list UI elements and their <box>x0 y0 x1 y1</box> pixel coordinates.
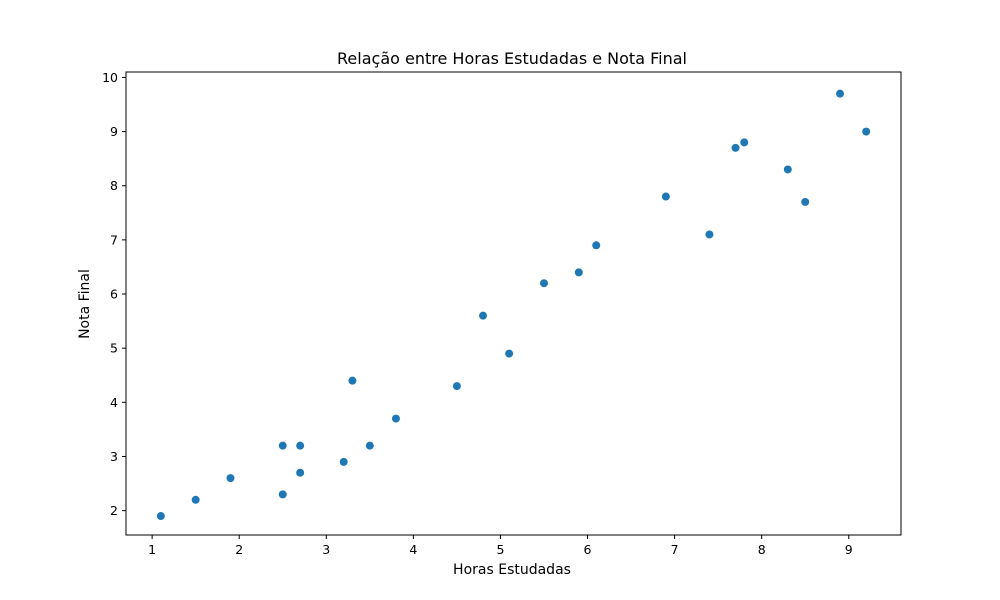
data-point <box>296 441 305 450</box>
data-point <box>801 197 810 206</box>
x-tick-label: 8 <box>758 542 766 557</box>
x-tick-label: 4 <box>409 542 417 557</box>
data-point <box>705 230 714 239</box>
data-point <box>862 127 871 136</box>
data-point <box>574 268 583 277</box>
data-point <box>661 192 670 201</box>
y-tick-label: 6 <box>110 287 118 302</box>
y-tick-label: 10 <box>102 70 118 85</box>
data-point <box>278 441 287 450</box>
data-point <box>505 349 514 358</box>
y-axis-label: Nota Final <box>77 269 93 339</box>
data-point <box>731 143 740 152</box>
data-point <box>348 376 357 385</box>
y-tick-label: 5 <box>110 341 118 356</box>
y-tick-label: 2 <box>110 503 118 518</box>
data-point <box>339 457 348 466</box>
chart-title: Relação entre Horas Estudadas e Nota Fin… <box>337 49 687 68</box>
y-tick-label: 4 <box>110 395 118 410</box>
y-axis: 2 3 4 5 6 7 8 9 10 <box>102 70 126 518</box>
x-tick-label: 9 <box>845 542 853 557</box>
data-points <box>156 89 871 521</box>
y-tick-label: 3 <box>110 449 118 464</box>
y-tick-label: 7 <box>110 232 118 247</box>
x-tick-label: 6 <box>584 542 592 557</box>
data-point <box>191 495 200 504</box>
plot-area-frame <box>125 71 902 536</box>
data-point <box>783 165 792 174</box>
data-point <box>740 138 749 147</box>
x-tick-label: 1 <box>148 542 156 557</box>
data-point <box>391 414 400 423</box>
data-point <box>452 382 461 391</box>
x-tick-label: 2 <box>235 542 243 557</box>
data-point <box>479 311 488 320</box>
data-point <box>836 89 845 98</box>
data-point <box>156 512 165 521</box>
y-tick-label: 9 <box>110 124 118 139</box>
data-point <box>539 279 548 288</box>
data-point <box>296 468 305 477</box>
x-axis: 1 2 3 4 5 6 7 8 9 <box>148 535 853 557</box>
x-tick-label: 3 <box>322 542 330 557</box>
x-tick-label: 5 <box>496 542 504 557</box>
x-tick-label: 7 <box>671 542 679 557</box>
data-point <box>592 241 601 250</box>
x-axis-label: Horas Estudadas <box>453 562 571 578</box>
data-point <box>226 474 235 483</box>
data-point <box>365 441 374 450</box>
y-tick-label: 8 <box>110 178 118 193</box>
data-point <box>278 490 287 499</box>
